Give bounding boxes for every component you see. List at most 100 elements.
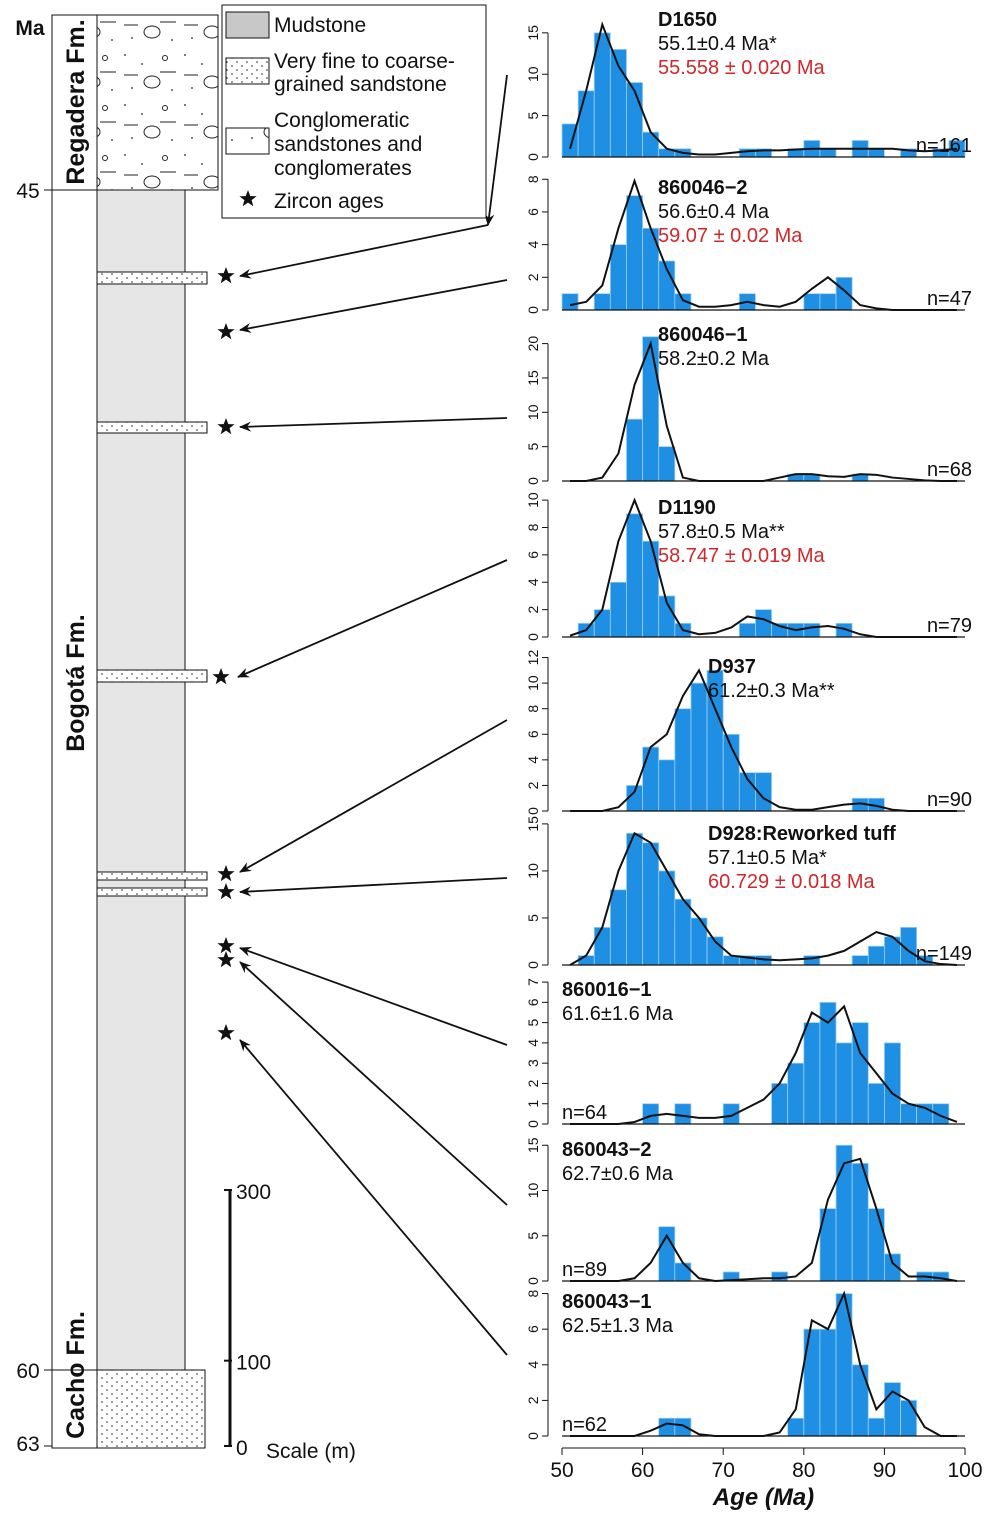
panel-title: 860046−1 [658, 324, 748, 346]
bar [851, 955, 869, 966]
sample-arrows [237, 74, 508, 1356]
y-tick-label: 4 [525, 241, 541, 249]
age-label: 45 [16, 180, 39, 203]
bar [626, 82, 643, 158]
histogram-panel: 0 5 10 15 860043−262.7±0.6 Ma n=89 [525, 1137, 965, 1285]
star [217, 1024, 235, 1041]
bar [674, 708, 692, 812]
bar [900, 1103, 918, 1125]
bar [787, 1062, 805, 1125]
bar [609, 889, 627, 966]
density-curve [570, 1157, 958, 1283]
y-tick-label: 5 [525, 443, 541, 451]
panel-subtitle: 58.2±0.2 Ma [658, 348, 770, 370]
formation-name: Bogotá Fm. [62, 614, 90, 752]
arrow [239, 279, 508, 333]
panel-title: D937 [708, 656, 756, 678]
sample-count: n=149 [916, 943, 972, 965]
bar [642, 540, 660, 638]
panel-subtitle: 62.7±0.6 Ma [562, 1163, 674, 1185]
panel-subtitle: 57.1±0.5 Ma* [708, 847, 827, 869]
panel-subtitle: 55.1±0.4 Ma* [658, 33, 777, 55]
star [217, 951, 235, 968]
y-tick-label: 15 [525, 25, 541, 41]
bar [577, 90, 595, 158]
scale-title: Scale (m) [266, 1440, 356, 1463]
arrow [239, 417, 508, 432]
panel-title: D1650 [658, 9, 717, 31]
sandstone-bed [96, 271, 208, 285]
bar [609, 581, 627, 638]
legend: Mudstone Very fine to coarse- grained sa… [221, 4, 487, 219]
y-tick-label: 0 [525, 633, 541, 641]
panel-subtitle: 62.5±1.3 Ma [562, 1315, 674, 1337]
sandstone-unit [96, 1369, 206, 1449]
bar [803, 1328, 821, 1437]
bar [867, 1208, 885, 1282]
panel-title: D928:Reworked tuff [708, 823, 896, 845]
scale-label: 0 [236, 1437, 248, 1460]
bar [835, 1042, 853, 1125]
y-tick-label: 6 [525, 551, 541, 559]
bar [626, 195, 643, 311]
panel-title: 860016−1 [562, 979, 652, 1001]
density-curve [569, 497, 957, 638]
x-tick-label: 80 [792, 1459, 815, 1482]
arrow [239, 947, 508, 1046]
y-tick-label: 0 [525, 807, 541, 815]
bar [658, 446, 676, 482]
star [217, 865, 235, 882]
panel-title: D1190 [658, 497, 716, 519]
bar [819, 293, 837, 311]
y-tick-label: 0 [525, 961, 541, 969]
y-tick-label: 1 [525, 1100, 541, 1108]
histogram-panel: 0 2 4 6 8 860043−162.5±1.3 Ma n=62 50 60 70 80 90 10… [525, 1289, 983, 1511]
arrow [239, 719, 508, 873]
age-label: 60 [16, 1360, 39, 1383]
panel-annotation: 60.729 ± 0.018 Ma [708, 871, 876, 893]
legend-label: Zircon ages [274, 190, 384, 213]
y-tick-label: 10 [525, 675, 541, 691]
bar [867, 945, 885, 966]
bar [900, 1399, 918, 1437]
x-tick-label: 60 [631, 1459, 654, 1482]
star [217, 937, 235, 954]
y-tick-label: 2 [525, 1079, 541, 1087]
sample-count: n=79 [927, 615, 972, 637]
formation-name: Cacho Fm. [62, 1311, 90, 1439]
sample-count: n=68 [927, 459, 972, 481]
bar [674, 898, 692, 966]
bar [819, 148, 837, 158]
histogram-panel: 0 1 2 3 4 5 6 7 860016−161.6±1.6 Ma n=64 [525, 978, 965, 1128]
y-tick-label: 10 [525, 404, 541, 420]
legend-label: sandstones and [274, 133, 422, 156]
y-tick-label: 7 [525, 978, 541, 986]
y-tick-label: 10 [525, 66, 541, 82]
bar [577, 955, 595, 966]
bar [593, 926, 611, 966]
sandstone-bed [96, 887, 208, 897]
bar [642, 746, 660, 812]
star [212, 668, 230, 685]
panel-annotation: 55.558 ± 0.020 Ma [658, 57, 826, 79]
stratigraphic-column: Ma 45 60 63 Regadera Fm. Bogotá Fm. Cach… [15, 4, 508, 1463]
sample-count: n=90 [927, 789, 972, 811]
arrow [239, 224, 489, 279]
y-tick-label: 5 [525, 914, 541, 922]
density-curve [570, 340, 957, 482]
y-tick-label: 0 [525, 1120, 541, 1128]
scale-bar: 0 100 300 Scale (m) [224, 1181, 356, 1463]
bar [674, 1103, 692, 1125]
bar [803, 1022, 821, 1125]
star [217, 418, 235, 435]
y-tick-label: 6 [525, 730, 541, 738]
sandstone-bed [96, 669, 208, 683]
formation-name: Regadera Fm. [62, 19, 90, 184]
bar [658, 759, 676, 812]
x-tick-label: 50 [550, 1459, 573, 1482]
scale-label: 100 [236, 1352, 271, 1375]
